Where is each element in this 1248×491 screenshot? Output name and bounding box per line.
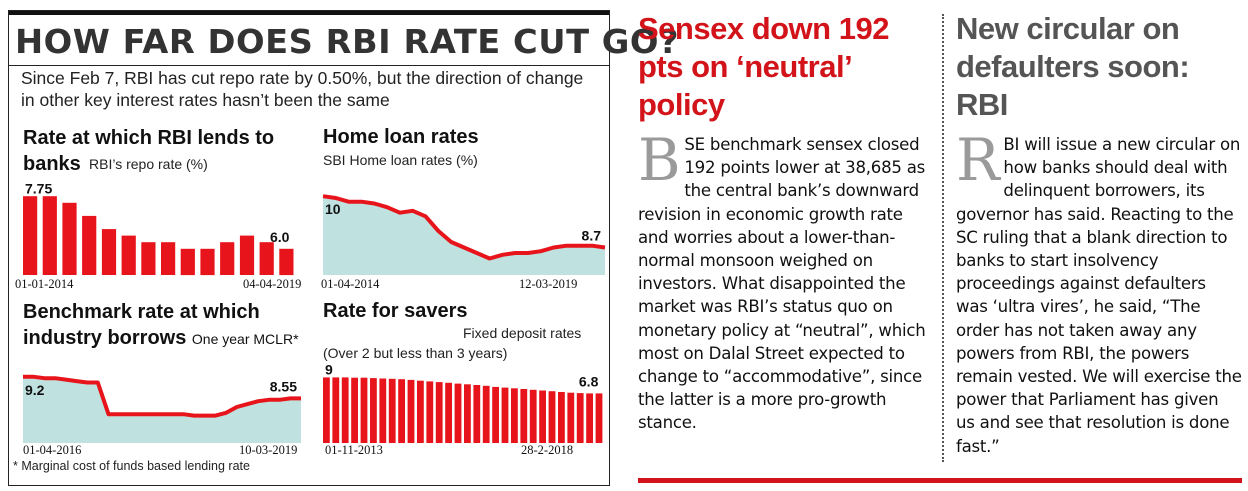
circular-body-text: BI will issue a new circular on how bank… (956, 135, 1242, 456)
fd-bar (351, 377, 358, 443)
homeloan-x-end: 12-03-2019 (519, 277, 578, 291)
circular-dropcap: R (956, 126, 1000, 194)
fd-bar (388, 378, 396, 443)
fd-bar (511, 388, 518, 443)
fd-bar (454, 383, 462, 443)
fd-bar (323, 377, 330, 443)
fd-bar (398, 379, 405, 443)
savers-x-end: 28-2-2018 (521, 443, 574, 457)
infographic-title: HOW FAR DOES RBI RATE CUT GO? (15, 22, 680, 61)
fd-bar (417, 380, 424, 443)
circular-story: New circular on defaulters soon: RBI R BI… (956, 10, 1242, 458)
homeloan-chart-subtitle: SBI Home loan rates (%) (323, 152, 478, 168)
mclr-x-end: 10-03-2019 (239, 443, 298, 457)
repo-rate-chart: 7.75 6.0 (23, 180, 294, 276)
repo-bar (42, 196, 57, 275)
savers-chart-subtitle: Fixed deposit rates (Over 2 but less tha… (323, 325, 582, 361)
repo-bar (200, 248, 215, 276)
savers-chart-title-text: Rate for savers (323, 300, 468, 322)
fd-bar (567, 392, 575, 443)
fd-first-value-label: 9 (325, 361, 333, 377)
circular-body: R BI will issue a new circular on how ban… (956, 126, 1242, 458)
homeloan-line (322, 194, 606, 261)
repo-x-start: 01-01-2014 (15, 277, 74, 291)
mclr-area (23, 376, 301, 443)
top-rule (9, 11, 609, 15)
repo-first-value-label: 7.75 (25, 180, 52, 196)
fd-bar (595, 393, 603, 443)
repo-bar (23, 196, 38, 275)
fd-bar (435, 382, 443, 443)
mclr-first-value-label: 9.2 (25, 382, 45, 398)
fd-bar (548, 391, 556, 443)
repo-bar (82, 215, 97, 275)
repo-bar (121, 235, 136, 275)
repo-bar (259, 242, 274, 275)
column-divider (942, 14, 944, 462)
homeloan-x-start: 01-04-2014 (321, 277, 380, 291)
fd-bar (379, 378, 387, 443)
repo-chart-title-text: Rate at which RBI lends to banks (23, 127, 275, 175)
homeloan-area (323, 196, 605, 275)
repo-chart-subtitle: RBI’s repo rate (%) (89, 156, 208, 172)
sensex-body-text: SE benchmark sensex closed 192 points lo… (638, 135, 926, 433)
title-rule (9, 65, 609, 66)
fd-last-value-label: 6.8 (579, 373, 599, 389)
mclr-last-value-label: 8.55 (270, 378, 297, 394)
fd-bar (576, 393, 584, 443)
homeloan-last-value-label: 8.7 (582, 228, 602, 244)
repo-bar (101, 229, 117, 275)
mclr-chart-title: Benchmark rate at which industry borrows… (23, 299, 313, 352)
sensex-body: B SE benchmark sensex closed 192 points l… (638, 126, 936, 435)
fd-bar (407, 379, 415, 443)
sensex-dropcap: B (638, 126, 681, 194)
repo-bar (141, 242, 156, 275)
fd-bar (501, 387, 509, 443)
fd-bar (360, 377, 368, 443)
fd-bar (370, 378, 377, 443)
mclr-chart-title-text: Benchmark rate at which industry borrows (23, 301, 260, 349)
fd-bar (520, 389, 528, 443)
fd-bar (586, 393, 593, 443)
infographic-subtitle: Since Feb 7, RBI has cut repo rate by 0.… (21, 68, 584, 110)
repo-last-value-label: 6.0 (270, 229, 290, 245)
fd-bar (445, 382, 452, 443)
sensex-story: Sensex down 192 pts on ‘neutral’ policy … (638, 10, 936, 435)
fd-bar (539, 390, 546, 443)
repo-bar (220, 242, 235, 275)
savers-x-start: 01-11-2013 (325, 443, 383, 457)
fd-rate-chart: 96.8 (323, 361, 603, 443)
repo-bar (62, 202, 77, 275)
repo-bar (161, 242, 176, 275)
footnote: * Marginal cost of funds based lending r… (13, 459, 250, 473)
circular-headline: New circular on defaulters soon: RBI (956, 11, 1190, 122)
fd-bar (473, 385, 481, 443)
fd-bar (332, 377, 340, 443)
repo-x-end: 04-04-2019 (243, 277, 302, 291)
mclr-chart-subtitle: One year MCLR* (191, 331, 299, 347)
infographic-panel: HOW FAR DOES RBI RATE CUT GO? Since Feb … (8, 10, 679, 486)
mclr-chart: 9.2 8.55 (23, 374, 301, 443)
repo-bar (180, 248, 195, 276)
fd-bar (426, 381, 434, 443)
repo-bar (279, 248, 294, 276)
fd-bar (492, 386, 499, 443)
repo-chart-title: Rate at which RBI lends to banks (23, 125, 283, 177)
repo-bar (239, 235, 255, 275)
home-loan-chart: 108.7 (322, 194, 606, 275)
fd-bar (482, 385, 490, 443)
fd-bar (529, 389, 537, 443)
fd-bar (558, 392, 565, 443)
bottom-red-rule (638, 478, 1242, 483)
homeloan-chart-title: Home loan rates (323, 126, 479, 148)
mclr-x-start: 01-04-2016 (23, 443, 82, 457)
fd-bar (464, 384, 471, 443)
fd-bar (341, 377, 349, 443)
sensex-headline: Sensex down 192 pts on ‘neutral’ policy (638, 11, 889, 122)
savers-chart-title: Rate for savers (323, 299, 468, 323)
homeloan-first-value-label: 10 (325, 201, 341, 217)
mclr-line (23, 374, 301, 418)
